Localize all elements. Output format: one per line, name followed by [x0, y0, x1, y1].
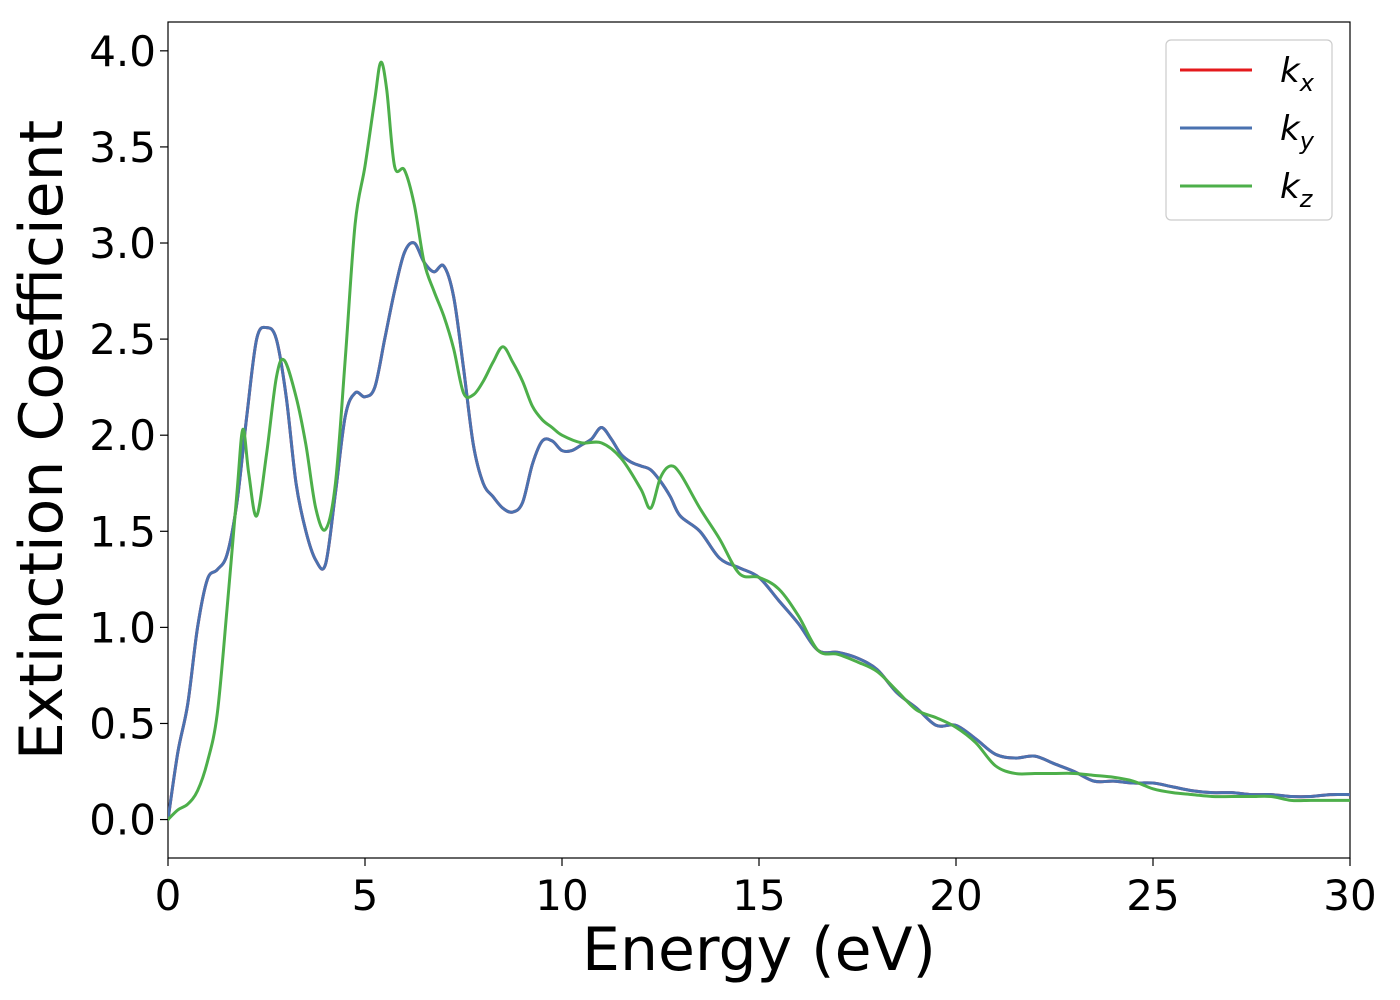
legend-box [1165, 39, 1333, 221]
y-tick-label: 0.0 [89, 796, 156, 845]
y-tick-label: 0.5 [89, 699, 156, 748]
legend: kx ky kz [1165, 39, 1333, 221]
y-tick-label: 1.5 [89, 507, 156, 556]
legend-label-kx: kx [1280, 51, 1315, 97]
y-axis-label: Extinction Coefficient [7, 120, 77, 760]
x-tick-label: 30 [1323, 871, 1376, 920]
x-tick-label: 20 [929, 871, 982, 920]
x-tick-label: 25 [1126, 871, 1179, 920]
series-layer [168, 60, 1350, 822]
y-tick-label: 2.0 [89, 411, 156, 460]
y-axis-ticks: 0.0 0.5 1.0 1.5 2.0 2.5 3.0 3.5 4.0 [89, 27, 168, 845]
x-axis-ticks: 0 5 10 15 20 25 30 [155, 858, 1377, 920]
x-tick-label: 5 [352, 871, 379, 920]
series-line-kz [168, 60, 1350, 822]
x-tick-label: 10 [535, 871, 588, 920]
x-tick-label: 15 [732, 871, 785, 920]
legend-label-kz: kz [1280, 167, 1314, 213]
y-tick-label: 2.5 [89, 315, 156, 364]
y-tick-label: 4.0 [89, 27, 156, 76]
y-tick-label: 3.5 [89, 123, 156, 172]
x-axis-label: Energy (eV) [582, 915, 936, 985]
y-tick-label: 1.0 [89, 603, 156, 652]
x-tick-label: 0 [155, 871, 182, 920]
y-tick-label: 3.0 [89, 219, 156, 268]
legend-label-ky: ky [1280, 109, 1315, 155]
